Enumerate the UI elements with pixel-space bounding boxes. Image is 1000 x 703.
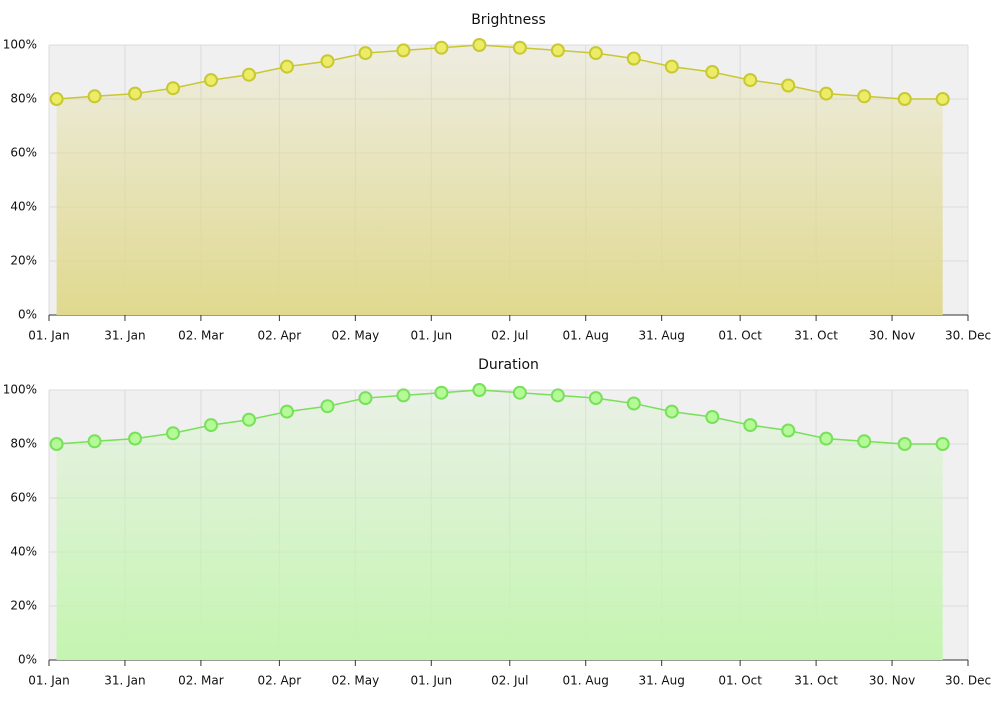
data-point bbox=[279, 59, 294, 74]
y-tick-label: 40% bbox=[10, 545, 37, 559]
x-tick-label: 31. Jan bbox=[104, 674, 145, 688]
data-point bbox=[664, 59, 679, 74]
data-point bbox=[242, 67, 257, 82]
x-tick-label: 02. Jul bbox=[491, 674, 528, 688]
data-point bbox=[358, 391, 373, 406]
data-point bbox=[87, 434, 102, 449]
y-tick-label: 60% bbox=[10, 146, 37, 160]
data-point bbox=[781, 423, 796, 438]
data-point bbox=[819, 431, 834, 446]
x-tick-label: 30. Nov bbox=[869, 329, 915, 343]
data-point bbox=[588, 46, 603, 61]
y-tick-label: 100% bbox=[3, 383, 37, 397]
data-point bbox=[49, 92, 64, 106]
x-tick-label: 02. Apr bbox=[258, 329, 302, 343]
data-point bbox=[743, 418, 758, 433]
x-tick-label: 31. Jan bbox=[104, 329, 145, 343]
y-tick-label: 100% bbox=[3, 38, 37, 52]
x-tick-label: 02. Jul bbox=[491, 329, 528, 343]
data-point bbox=[705, 65, 720, 79]
data-point bbox=[550, 43, 565, 58]
x-tick-label: 30. Dec bbox=[945, 674, 991, 688]
y-tick-label: 60% bbox=[10, 491, 37, 505]
x-tick-label: 02. May bbox=[331, 329, 379, 343]
data-point bbox=[664, 404, 679, 419]
x-tick-label: 31. Oct bbox=[794, 674, 838, 688]
data-point bbox=[434, 385, 449, 400]
data-point bbox=[128, 431, 143, 446]
data-point bbox=[626, 396, 641, 411]
data-point bbox=[588, 391, 603, 406]
data-point bbox=[204, 418, 219, 433]
data-point bbox=[472, 383, 487, 397]
x-tick-label: 30. Nov bbox=[869, 674, 915, 688]
data-point bbox=[128, 86, 143, 101]
x-tick-label: 31. Oct bbox=[794, 329, 838, 343]
x-tick-label: 02. May bbox=[331, 674, 379, 688]
y-tick-label: 40% bbox=[10, 200, 37, 214]
data-point bbox=[358, 46, 373, 61]
y-tick-label: 80% bbox=[10, 92, 37, 106]
data-point bbox=[472, 38, 487, 52]
x-tick-label: 02. Mar bbox=[178, 674, 224, 688]
chart-title: Duration bbox=[478, 357, 539, 373]
data-point bbox=[819, 86, 834, 101]
data-point bbox=[857, 434, 872, 449]
data-point bbox=[204, 73, 219, 88]
x-tick-label: 01. Jun bbox=[410, 329, 452, 343]
data-point bbox=[396, 43, 411, 58]
data-point bbox=[512, 40, 527, 55]
x-tick-label: 01. Oct bbox=[718, 674, 762, 688]
data-point bbox=[87, 89, 102, 104]
data-point bbox=[897, 437, 912, 451]
x-tick-label: 30. Dec bbox=[945, 329, 991, 343]
data-point bbox=[743, 73, 758, 88]
data-point bbox=[512, 385, 527, 400]
area-fill bbox=[56, 390, 943, 660]
data-point bbox=[434, 40, 449, 55]
chart-title: Brightness bbox=[471, 12, 546, 28]
data-point bbox=[396, 388, 411, 403]
x-tick-label: 01. Jan bbox=[28, 329, 69, 343]
data-point bbox=[935, 437, 950, 451]
x-tick-label: 01. Aug bbox=[563, 329, 609, 343]
data-point bbox=[550, 388, 565, 403]
x-tick-label: 02. Apr bbox=[258, 674, 302, 688]
data-point bbox=[781, 78, 796, 93]
x-tick-label: 01. Jan bbox=[28, 674, 69, 688]
x-tick-label: 01. Aug bbox=[563, 674, 609, 688]
x-tick-label: 02. Mar bbox=[178, 329, 224, 343]
y-tick-label: 20% bbox=[10, 599, 37, 613]
x-tick-label: 31. Aug bbox=[638, 329, 684, 343]
x-tick-label: 31. Aug bbox=[638, 674, 684, 688]
y-tick-label: 0% bbox=[18, 308, 37, 322]
area-fill bbox=[56, 45, 943, 315]
data-point bbox=[49, 437, 64, 451]
data-point bbox=[279, 404, 294, 419]
data-point bbox=[626, 51, 641, 66]
data-point bbox=[705, 410, 720, 424]
y-tick-label: 0% bbox=[18, 653, 37, 667]
y-tick-label: 80% bbox=[10, 437, 37, 451]
data-point bbox=[857, 89, 872, 104]
data-point bbox=[166, 81, 181, 96]
data-point bbox=[320, 399, 335, 414]
data-point bbox=[166, 426, 181, 441]
x-tick-label: 01. Jun bbox=[410, 674, 452, 688]
data-point bbox=[935, 92, 950, 106]
y-tick-label: 20% bbox=[10, 254, 37, 268]
data-point bbox=[897, 92, 912, 106]
x-tick-label: 01. Oct bbox=[718, 329, 762, 343]
data-point bbox=[320, 54, 335, 69]
data-point bbox=[242, 412, 257, 427]
